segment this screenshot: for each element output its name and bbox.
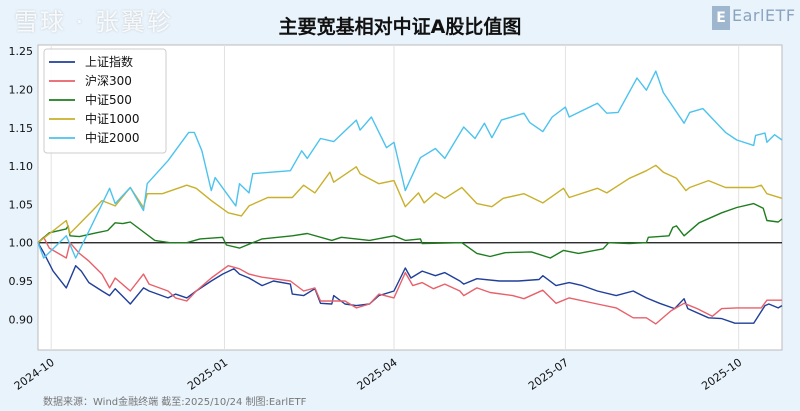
- y-tick-label: 1.15: [9, 122, 34, 135]
- legend-label: 沪深300: [85, 74, 132, 88]
- source-footer: 数据来源：Wind金融终端 截至:2025/10/24 制图:EarlETF: [43, 397, 307, 408]
- series-line-4: [37, 70, 783, 259]
- y-tick-label: 1.10: [9, 160, 34, 173]
- x-axis: 2024-10 2025-01 2025-04 2025-07 2025-10: [12, 356, 745, 393]
- series-line-1: [37, 236, 782, 325]
- legend-label: 中证2000: [85, 130, 140, 145]
- legend-label: 上证指数: [85, 54, 133, 69]
- y-tick-label: 1.25: [9, 45, 34, 58]
- legend-label: 中证1000: [85, 111, 140, 126]
- series-line-2: [37, 202, 783, 259]
- y-tick-label: 1.05: [9, 198, 34, 211]
- y-axis: 0.90 0.95 1.00 1.05 1.10 1.15 1.20 1.25: [9, 45, 34, 326]
- x-tick-label: 2024-10: [12, 356, 57, 393]
- legend-box: [43, 48, 167, 154]
- x-tick-label: 2025-07: [526, 356, 571, 393]
- series-lines: [37, 70, 783, 325]
- series-line-3: [37, 164, 783, 244]
- x-tick-label: 2025-01: [185, 356, 230, 393]
- chart-title: 主要宽基相对中证A股比值图: [278, 16, 522, 38]
- logo-text: EarlETF: [732, 6, 796, 25]
- earletf-logo: E EarlETF: [712, 6, 796, 34]
- watermark: 雪球 · 张翼轸: [14, 8, 173, 36]
- y-tick-label: 0.90: [9, 313, 34, 326]
- x-tick-label: 2025-04: [355, 356, 400, 393]
- y-tick-label: 1.20: [9, 83, 34, 96]
- x-tick-label: 2025-10: [699, 356, 744, 393]
- legend-label: 中证500: [85, 92, 132, 107]
- logo-mark: E: [712, 6, 730, 30]
- y-tick-label: 1.00: [9, 237, 34, 250]
- y-tick-label: 0.95: [9, 275, 34, 288]
